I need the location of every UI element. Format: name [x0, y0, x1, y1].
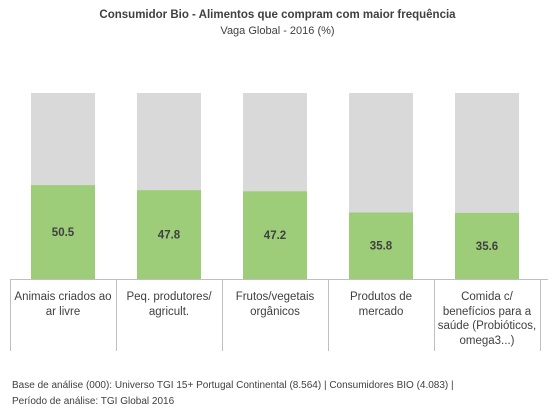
data-label: 35.6 — [476, 241, 498, 253]
category-label: Peq. produtores/agricult. — [126, 291, 212, 318]
category-label: Comida c/benefícios para a saúde (Probiót… — [437, 291, 537, 347]
bar-remainder — [455, 93, 519, 213]
bar-remainder — [349, 93, 413, 213]
bar-remainder — [137, 93, 201, 191]
footnote-line-2: Período de análise: TGI Global 2016 — [12, 396, 175, 407]
bar-remainder — [31, 93, 95, 186]
bar-value — [455, 212, 519, 279]
data-label: 50.5 — [52, 227, 75, 239]
bar-value — [31, 185, 95, 279]
category-label: Produtos de mercado — [349, 291, 412, 318]
bar-value — [349, 212, 413, 279]
bar-value — [243, 191, 307, 279]
bar-value — [137, 190, 201, 279]
data-label: 47.2 — [264, 230, 286, 242]
data-label: 47.8 — [158, 230, 181, 242]
chart-title: Consumidor Bio - Alimentos que compram c… — [99, 9, 456, 21]
data-label: 35.8 — [370, 241, 393, 253]
category-label: Animais criados ao ar livre — [14, 291, 112, 318]
category-label: Frutos/vegetais orgânicos — [235, 291, 315, 318]
chart-subtitle: Vaga Global - 2016 (%) — [220, 25, 335, 37]
bar-remainder — [243, 93, 307, 192]
footnote-line-1: Base de análise (000): Universo TGI 15+ … — [12, 380, 454, 391]
